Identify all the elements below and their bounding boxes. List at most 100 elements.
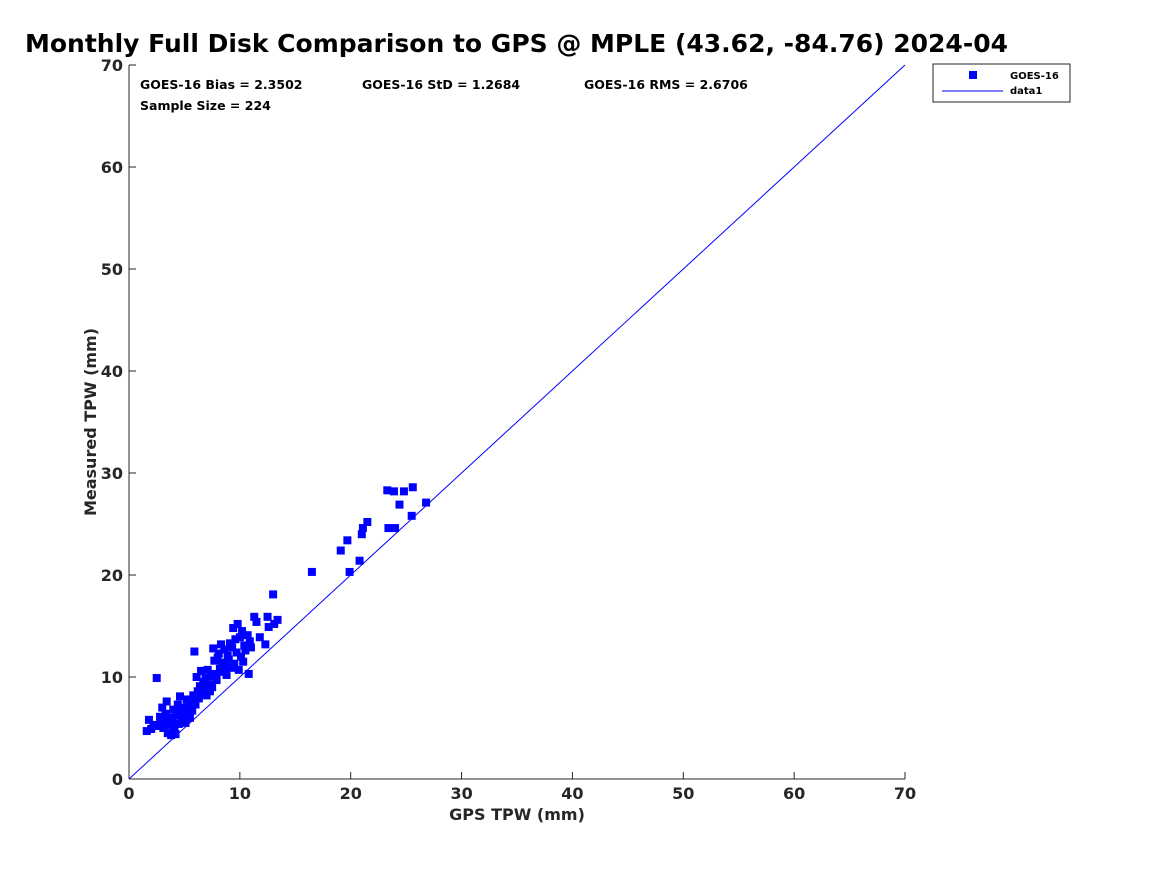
scatter-point <box>241 646 250 655</box>
scatter-point <box>142 727 151 736</box>
scatter-point <box>171 730 180 739</box>
scatter-point <box>147 725 156 734</box>
stats-box: GOES-16 Bias = 2.3502 GOES-16 StD = 1.26… <box>140 77 748 113</box>
scatter-point <box>182 695 191 704</box>
scatter-point <box>166 713 175 722</box>
scatter-point <box>358 524 367 533</box>
scatter-point <box>199 678 208 687</box>
scatter-point <box>408 483 417 492</box>
bias-stat: GOES-16 Bias = 2.3502 <box>140 77 302 92</box>
scatter-point <box>225 639 234 648</box>
scatter-point <box>399 487 408 496</box>
scatter-point <box>201 674 210 683</box>
y-tick-label: 50 <box>101 260 123 279</box>
scatter-point <box>230 659 239 668</box>
y-axis-label: Measured TPW (mm) <box>81 328 100 516</box>
x-ticks: 0 10 20 30 40 50 60 70 <box>123 772 916 803</box>
axes <box>128 65 905 780</box>
y-ticks: 0 10 20 30 40 50 60 70 <box>101 56 136 789</box>
y-tick-label: 30 <box>101 464 123 483</box>
scatter-point <box>168 717 177 726</box>
scatter-point <box>222 670 231 679</box>
scatter-point <box>231 635 240 644</box>
y-tick-label: 0 <box>112 770 123 789</box>
scatter-point <box>246 643 255 652</box>
scatter-point <box>389 487 398 496</box>
scatter-point <box>207 671 216 680</box>
scatter-point <box>422 498 431 507</box>
scatter-point <box>208 683 217 692</box>
scatter-point <box>194 694 203 703</box>
scatter-point <box>214 649 223 658</box>
x-tick-label: 0 <box>123 784 134 803</box>
scatter-point <box>255 633 264 642</box>
x-tick-label: 20 <box>340 784 362 803</box>
y-tick-label: 40 <box>101 362 123 381</box>
x-tick-label: 10 <box>229 784 251 803</box>
scatter-point <box>232 648 241 657</box>
x-tick-label: 50 <box>672 784 694 803</box>
scatter-point <box>162 697 171 706</box>
scatter-point <box>179 703 188 712</box>
scatter-point <box>252 617 261 626</box>
scatter-point <box>198 689 207 698</box>
scatter-point <box>167 731 176 740</box>
scatter-point <box>269 590 278 599</box>
scatter-point <box>244 669 253 678</box>
line-series <box>128 64 906 780</box>
x-tick-label: 70 <box>894 784 916 803</box>
one-to-one-line <box>128 64 906 780</box>
scatter-point <box>185 713 194 722</box>
scatter-point <box>245 637 254 646</box>
x-axis-label: GPS TPW (mm) <box>449 805 585 824</box>
scatter-point <box>224 655 233 664</box>
scatter-point <box>213 653 222 662</box>
sample-size-stat: Sample Size = 224 <box>140 98 271 113</box>
scatter-point <box>205 687 214 696</box>
scatter-point <box>203 665 212 674</box>
y-tick-label: 60 <box>101 158 123 177</box>
scatter-point <box>175 692 184 701</box>
scatter-point <box>152 674 161 683</box>
scatter-point <box>217 640 226 649</box>
scatter-point <box>160 715 169 724</box>
scatter-point <box>187 698 196 707</box>
scatter-point <box>383 486 392 495</box>
scatter-point <box>395 500 404 509</box>
scatter-point <box>307 567 316 576</box>
x-tick-label: 60 <box>783 784 805 803</box>
scatter-point <box>190 647 199 656</box>
scatter-point <box>223 651 232 660</box>
scatter-point <box>172 711 181 720</box>
scatter-point <box>209 644 218 653</box>
scatter-point <box>193 687 202 696</box>
scatter-point <box>221 661 230 670</box>
scatter-point <box>336 546 345 555</box>
scatter-point <box>226 663 235 672</box>
scatter-point <box>270 619 279 628</box>
scatter-point <box>384 524 393 533</box>
scatter-point <box>240 641 249 650</box>
scatter-point <box>170 722 179 731</box>
scatter-point <box>191 700 200 709</box>
scatter-point <box>355 556 364 565</box>
scatter-point <box>363 517 372 526</box>
legend-box <box>932 63 1071 103</box>
scatter-point <box>195 682 204 691</box>
scatter-point <box>169 705 178 714</box>
x-tick-label: 40 <box>561 784 583 803</box>
scatter-point <box>144 715 153 724</box>
y-tick-label: 10 <box>101 668 123 687</box>
scatter-point <box>228 643 237 652</box>
chart-title: Monthly Full Disk Comparison to GPS @ MP… <box>25 29 1008 58</box>
scatter-point <box>264 623 273 632</box>
x-tick-label: 30 <box>450 784 472 803</box>
scatter-point <box>391 524 400 533</box>
scatter-point <box>343 536 352 545</box>
scatter-point <box>238 627 247 636</box>
scatter-point <box>273 615 282 624</box>
legend-label-goes16: GOES-16 <box>1010 71 1059 82</box>
scatter-point <box>159 724 168 732</box>
legend: GOES-16 data1 <box>932 63 1071 103</box>
scatter-point <box>173 700 182 709</box>
